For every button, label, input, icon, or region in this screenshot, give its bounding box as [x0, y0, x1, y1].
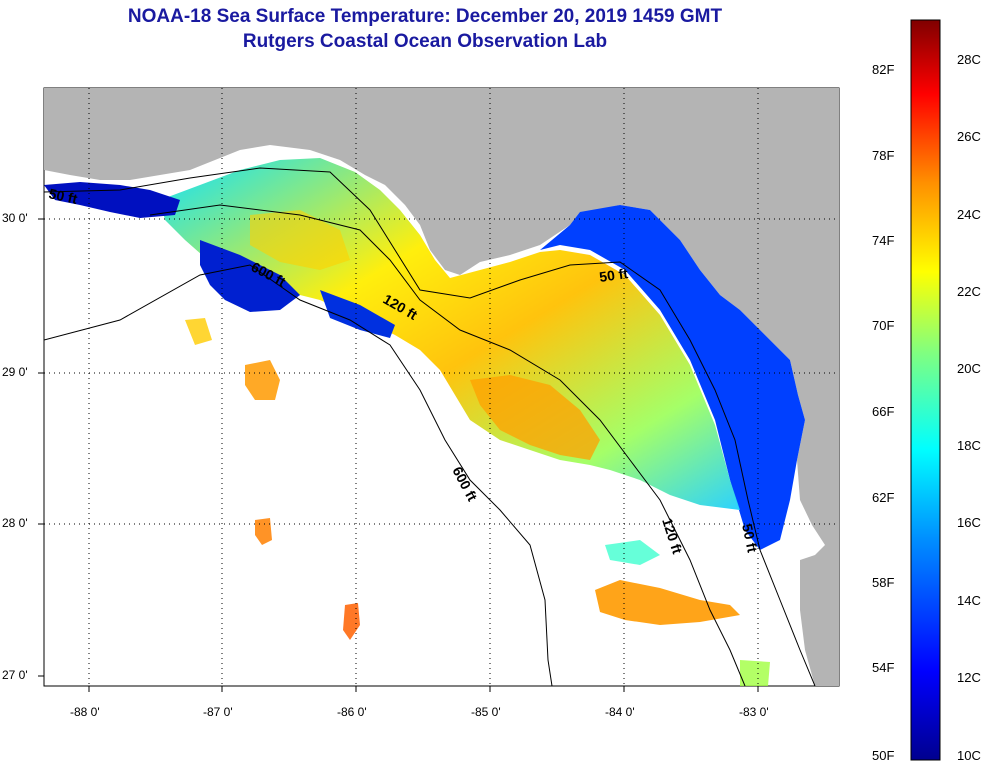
lat-tick-29: 29 0': [2, 365, 28, 379]
isobath-50ft: [44, 167, 816, 686]
lon-tick-83: -83 0': [739, 705, 769, 719]
cb-c-24: 24C: [957, 207, 981, 222]
cb-c-28: 28C: [957, 52, 981, 67]
cold-patch-120: [320, 290, 395, 338]
cb-f-62: 62F: [872, 490, 895, 505]
colorbar: [910, 19, 941, 761]
cb-c-26: 26C: [957, 129, 981, 144]
cb-c-22: 22C: [957, 284, 981, 299]
warm-patch-c: [343, 603, 360, 640]
isobath-120ft: [149, 204, 746, 686]
frame-ticks: [38, 218, 759, 692]
cb-c-14: 14C: [957, 593, 981, 608]
cb-f-82: 82F: [872, 62, 895, 77]
lon-tick-85: -85 0': [471, 705, 501, 719]
cyan-patch-south: [605, 540, 660, 565]
land-mass: [44, 88, 839, 560]
warm-patch-d: [185, 318, 212, 345]
cb-f-78: 78F: [872, 148, 895, 163]
cb-f-58: 58F: [872, 575, 895, 590]
warm-patch-b: [255, 518, 272, 545]
lat-tick-28: 28 0': [2, 516, 28, 530]
land-southeast: [800, 530, 839, 686]
isobath-label-50-east: 50 ft: [598, 265, 629, 285]
map-title: NOAA-18 Sea Surface Temperature: Decembe…: [127, 6, 723, 27]
cb-c-10: 10C: [957, 748, 981, 763]
map-subtitle: Rutgers Coastal Ocean Observation Lab: [242, 31, 608, 52]
warm-core: [470, 375, 600, 460]
lon-tick-86: -86 0': [337, 705, 367, 719]
isobath-600ft: [44, 264, 553, 686]
cb-c-18: 18C: [957, 438, 981, 453]
lon-tick-88: -88 0': [70, 705, 100, 719]
cb-f-66: 66F: [872, 404, 895, 419]
cb-f-54: 54F: [872, 660, 895, 675]
lat-tick-27: 27 0': [2, 668, 28, 682]
cb-c-12: 12C: [957, 670, 981, 685]
isobath-label-50-south: 50 ft: [739, 522, 761, 554]
cold-coastal-water: [540, 205, 805, 550]
cold-patch-mid: [200, 240, 300, 312]
cb-f-50: 50F: [872, 748, 895, 763]
cb-c-20: 20C: [957, 361, 981, 376]
lat-tick-30: 30 0': [2, 211, 28, 225]
cb-c-16: 16C: [957, 515, 981, 530]
warm-patch-gulf: [595, 580, 740, 625]
cb-f-70: 70F: [872, 318, 895, 333]
green-patch-south: [740, 660, 770, 686]
warm-patch-a: [245, 360, 280, 400]
cb-f-74: 74F: [872, 233, 895, 248]
lon-tick-87: -87 0': [203, 705, 233, 719]
isobath-label-50-west: 50 ft: [47, 185, 79, 207]
warm-core-west: [250, 210, 350, 270]
lon-tick-84: -84 0': [605, 705, 635, 719]
